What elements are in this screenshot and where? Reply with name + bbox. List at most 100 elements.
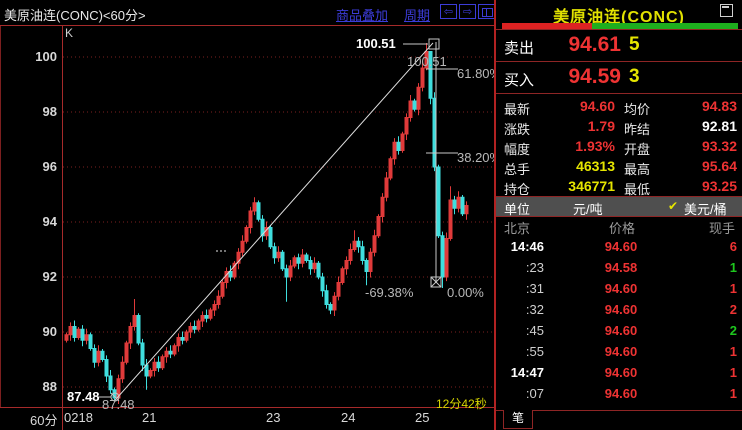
restore-window-icon[interactable] <box>720 4 733 17</box>
tick-row[interactable]: 14:46 94.60 6 <box>496 236 742 257</box>
candle-body <box>212 304 217 311</box>
candle-body <box>296 257 301 264</box>
candle-body <box>96 350 101 363</box>
candle-body <box>188 326 193 333</box>
tick-row[interactable]: :23 94.58 1 <box>496 257 742 278</box>
candle-body <box>268 227 273 248</box>
measure-top-value: 100.51 <box>407 54 447 69</box>
prev-window-button[interactable]: ⇦ <box>440 4 457 19</box>
ask-row[interactable]: 卖出 94.61 5 <box>496 30 742 61</box>
candle-body <box>352 240 357 250</box>
candle-body <box>456 196 461 209</box>
checkmark-icon: ✔ <box>668 199 679 213</box>
unit-selector-row[interactable]: 单位 元/吨 ✔ 美元/桶 <box>496 197 742 217</box>
tick-qty: 6 <box>729 239 737 254</box>
trend-line <box>113 42 434 402</box>
candle-body <box>176 337 181 347</box>
stat-value-change: 1.79 <box>587 118 615 134</box>
tick-qty: 1 <box>729 344 737 359</box>
tick-qty: 1 <box>729 281 737 296</box>
candle-body <box>164 350 169 358</box>
x-axis-label: 23 <box>266 410 281 425</box>
tick-time: 14:46 <box>510 239 544 254</box>
tick-qty: 2 <box>729 323 737 338</box>
left-arrow-icon: ⇦ <box>443 6 454 18</box>
unit-option-usd[interactable]: 美元/桶 <box>684 202 727 217</box>
candle-body <box>364 260 369 272</box>
measure-bottom-handle <box>430 276 442 288</box>
next-window-button[interactable]: ⇨ <box>459 4 476 19</box>
ask-qty: 5 <box>629 34 640 55</box>
candle-body <box>156 361 161 369</box>
candle-body <box>464 205 469 215</box>
low-price-label: 87.48 <box>67 389 100 404</box>
candle-body <box>228 271 233 278</box>
candle-body <box>312 262 317 270</box>
candle-body <box>220 282 225 297</box>
period-link[interactable]: 周期 <box>404 8 431 23</box>
measure-bottom-handle <box>430 276 442 288</box>
stat-value-prev-settle: 92.81 <box>701 118 737 134</box>
candle-body <box>424 51 429 69</box>
candle-body <box>392 141 397 160</box>
candle-body <box>396 141 401 151</box>
overlay-link[interactable]: 商品叠加 <box>336 8 389 23</box>
column-header-lots: 现手 <box>709 221 736 236</box>
bid-row[interactable]: 买入 94.59 3 <box>496 62 742 93</box>
candle-body <box>192 326 197 330</box>
tick-row[interactable]: :45 94.60 2 <box>496 320 742 341</box>
y-axis-label: 88 <box>42 379 57 394</box>
tick-row[interactable]: :32 94.60 2 <box>496 299 742 320</box>
split-window-button[interactable] <box>478 4 495 19</box>
candle-body <box>180 337 185 341</box>
stat-label: 最低 <box>624 182 651 197</box>
fib-382-label: 38.20% <box>457 150 502 165</box>
candle-body <box>136 315 141 344</box>
peak-price-label: 100.51 <box>356 36 396 51</box>
tick-row[interactable]: 14:47 94.60 1 <box>496 362 742 383</box>
candle-body <box>64 334 69 341</box>
tick-time: :07 <box>525 386 544 401</box>
bar-countdown: 12分42秒 <box>436 397 487 411</box>
tick-time: :32 <box>525 302 544 317</box>
tick-row[interactable]: :55 94.60 1 <box>496 341 742 362</box>
candle-body <box>148 370 153 377</box>
candle-body <box>348 249 353 261</box>
ask-price: 94.61 <box>568 33 621 56</box>
candle-body <box>140 342 145 366</box>
tick-time: :31 <box>525 281 544 296</box>
stat-label: 幅度 <box>504 142 531 157</box>
tick-row[interactable]: :31 94.60 1 <box>496 278 742 299</box>
candle-body <box>288 265 293 278</box>
tab-tick-by-tick[interactable]: 笔 <box>503 410 533 429</box>
unit-option-cny[interactable]: 元/吨 <box>573 202 603 217</box>
trend-start-handle <box>110 392 120 402</box>
candle-body <box>416 86 421 110</box>
candle-body <box>120 361 125 380</box>
fib-618-label: 61.80% <box>457 66 502 81</box>
y-axis-label: 100 <box>35 49 57 64</box>
stat-label: 总手 <box>504 162 531 177</box>
candle-body <box>300 254 305 264</box>
candle-body <box>260 218 265 237</box>
candle-body <box>404 117 409 135</box>
stat-value-volume: 46313 <box>576 158 615 174</box>
tick-qty: 1 <box>729 365 737 380</box>
candle-body <box>248 210 253 228</box>
candlestick-chart[interactable] <box>0 25 494 408</box>
candle-body <box>284 268 289 278</box>
candle-body <box>108 375 113 391</box>
candle-body <box>368 251 373 272</box>
tick-row[interactable]: :07 94.60 1 <box>496 383 742 404</box>
stat-value-avg: 94.83 <box>701 98 737 114</box>
candle-body <box>160 356 165 369</box>
candle-body <box>232 262 237 278</box>
tick-list-header: 北京 价格 现手 <box>496 218 742 236</box>
candle-body <box>360 246 365 261</box>
quote-panel-title: 美原油连(CONC) <box>553 9 685 26</box>
candle-body <box>340 268 345 283</box>
stat-value-open: 93.32 <box>701 138 737 154</box>
bid-label: 买入 <box>504 72 535 89</box>
stats-row: 最新 94.60 均价 94.83 <box>496 96 742 117</box>
